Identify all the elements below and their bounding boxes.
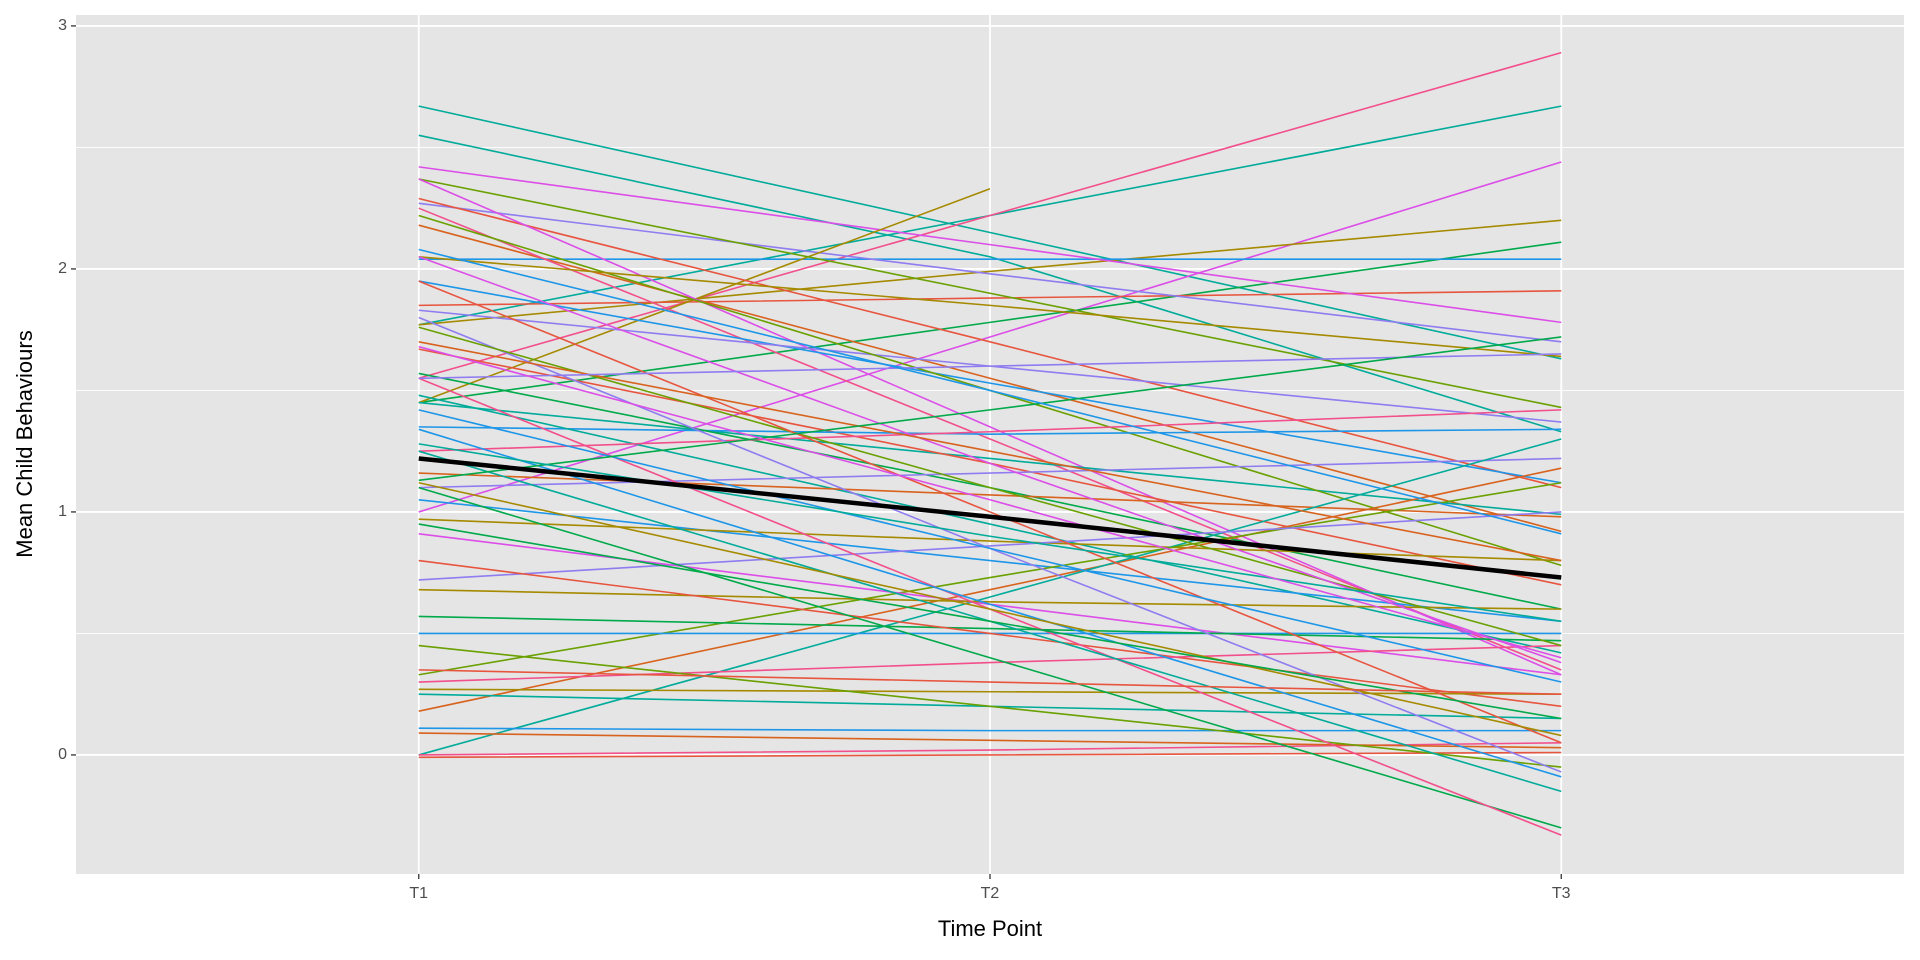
- series-line: [418, 644, 1562, 683]
- series-line: [418, 401, 1562, 516]
- series-line: [418, 219, 1562, 326]
- series-line: [418, 438, 1562, 756]
- series-line: [418, 481, 1562, 737]
- series-line: [418, 518, 1562, 562]
- series-line: [418, 280, 1562, 484]
- series-line: [418, 166, 1562, 324]
- series-line: [418, 280, 1562, 744]
- x-axis-title: Time Point: [938, 916, 1042, 941]
- series-line: [418, 644, 1562, 768]
- series-line: [418, 248, 1562, 535]
- series-line: [418, 255, 1562, 358]
- series-line: [418, 178, 1562, 409]
- series-line: [418, 134, 1562, 433]
- series-line: [418, 241, 1562, 404]
- series-line: [418, 486, 1562, 829]
- series-line: [418, 224, 1562, 533]
- series-line: [418, 105, 1562, 360]
- series-line: [418, 202, 1562, 343]
- x-tick-label: T2: [981, 885, 1000, 902]
- series-line: [418, 409, 1562, 683]
- series-line: [418, 51, 1562, 380]
- series-line: [418, 161, 1562, 513]
- y-tick-label: 0: [58, 746, 67, 763]
- series-line: [418, 197, 1562, 489]
- y-tick-label: 1: [58, 503, 67, 520]
- series-line: [418, 409, 1562, 452]
- series-line: [418, 467, 1562, 712]
- series-line: [418, 428, 1562, 778]
- series-line: [418, 345, 1562, 659]
- series-line: [418, 256, 1562, 664]
- series-line: [418, 727, 1562, 732]
- x-tick-label: T1: [409, 885, 428, 902]
- series-line: [418, 290, 1562, 307]
- series-line: [418, 187, 991, 404]
- series-line: [418, 457, 1562, 489]
- series-line: [418, 751, 1562, 759]
- y-tick-label: 3: [58, 17, 67, 34]
- series-line: [418, 336, 1562, 482]
- series-line: [418, 732, 1562, 749]
- y-tick-label: 2: [58, 260, 67, 277]
- series-line: [418, 481, 1562, 676]
- y-axis-title: Mean Child Behaviours: [12, 330, 37, 557]
- series-line: [418, 523, 1562, 720]
- x-tick-label: T3: [1552, 885, 1571, 902]
- series-line: [418, 353, 1562, 380]
- series-line: [418, 498, 1562, 623]
- series-line: [418, 426, 1562, 435]
- series-line: [418, 394, 1562, 654]
- series-line: [418, 669, 1562, 695]
- series-line: [418, 341, 1562, 562]
- series-line: [418, 443, 1562, 623]
- series-line: [418, 588, 1562, 610]
- series-line: [418, 559, 1562, 708]
- series-line: [418, 456, 1562, 580]
